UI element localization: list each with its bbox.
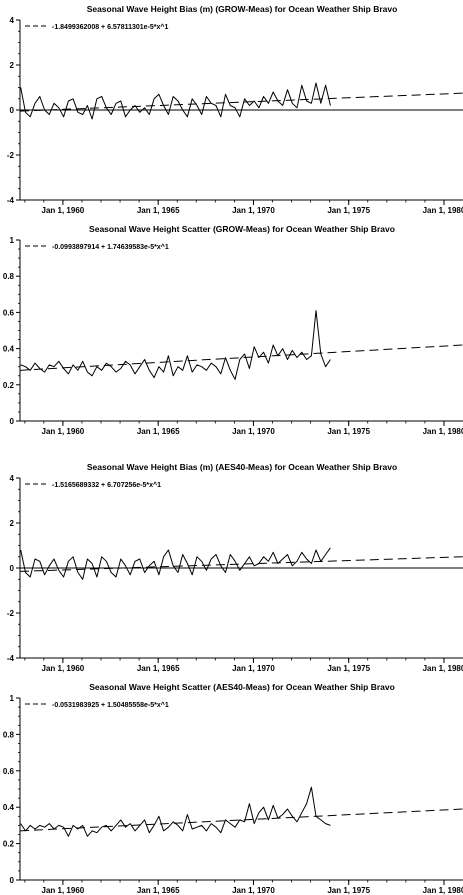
- trend-line: [19, 556, 463, 572]
- x-tick-label: Jan 1, 1975: [327, 206, 370, 215]
- x-tick-label: Jan 1, 1970: [232, 886, 275, 895]
- chart-panel-1: Seasonal Wave Height Bias (m) (GROW-Meas…: [7, 4, 463, 215]
- legend: -0.0531983925 + 1.50485558e-5*x^1: [25, 701, 169, 709]
- legend-label: -0.0531983925 + 1.50485558e-5*x^1: [52, 701, 169, 709]
- x-tick-label: Jan 1, 1960: [42, 886, 85, 895]
- y-tick-label: 2: [10, 61, 15, 70]
- y-tick-label: 0.8: [3, 730, 15, 739]
- x-tick-label: Jan 1, 1975: [327, 427, 370, 436]
- x-tick-label: Jan 1, 1980: [423, 664, 463, 673]
- x-tick-label: Jan 1, 1980: [423, 427, 463, 436]
- chart-title: Seasonal Wave Height Bias (m) (AES40-Mea…: [87, 462, 397, 472]
- x-tick-label: Jan 1, 1965: [137, 427, 180, 436]
- series-line: [20, 310, 331, 380]
- y-tick-label: 1: [10, 694, 15, 703]
- y-tick-label: -2: [7, 151, 15, 160]
- y-tick-label: 0.4: [3, 345, 15, 354]
- x-tick-label: Jan 1, 1965: [137, 664, 180, 673]
- chart-title: Seasonal Wave Height Scatter (AES40-Meas…: [89, 682, 395, 692]
- x-tick-label: Jan 1, 1965: [137, 206, 180, 215]
- y-tick-label: 0.2: [3, 840, 15, 849]
- y-tick-label: 1: [10, 236, 15, 245]
- y-tick-label: 4: [10, 474, 15, 483]
- x-tick-label: Jan 1, 1970: [232, 206, 275, 215]
- x-tick-label: Jan 1, 1965: [137, 886, 180, 895]
- chart-title: Seasonal Wave Height Scatter (GROW-Meas)…: [89, 224, 395, 234]
- x-tick-label: Jan 1, 1970: [232, 427, 275, 436]
- chart-panel-4: Seasonal Wave Height Scatter (AES40-Meas…: [3, 682, 463, 895]
- y-tick-label: 0.8: [3, 272, 15, 281]
- x-tick-label: Jan 1, 1980: [423, 886, 463, 895]
- x-tick-label: Jan 1, 1975: [327, 886, 370, 895]
- legend-label: -0.0993897914 + 1.74639583e-5*x^1: [52, 243, 169, 251]
- legend: -1.5165689332 + 6.707256e-5*x^1: [25, 481, 161, 489]
- x-tick-label: Jan 1, 1970: [232, 664, 275, 673]
- legend-label: -1.8499362008 + 6.57811301e-5*x^1: [52, 23, 168, 31]
- y-tick-label: 4: [10, 16, 15, 25]
- legend-label: -1.5165689332 + 6.707256e-5*x^1: [52, 481, 161, 489]
- series-line: [20, 82, 331, 120]
- x-tick-label: Jan 1, 1980: [423, 206, 463, 215]
- y-tick-label: -2: [7, 609, 15, 618]
- x-tick-label: Jan 1, 1960: [42, 206, 85, 215]
- y-tick-label: 0.2: [3, 381, 15, 390]
- legend: -0.0993897914 + 1.74639583e-5*x^1: [25, 243, 169, 251]
- legend: -1.8499362008 + 6.57811301e-5*x^1: [25, 23, 168, 31]
- trend-line: [19, 92, 463, 112]
- x-tick-label: Jan 1, 1975: [327, 664, 370, 673]
- x-tick-label: Jan 1, 1960: [42, 427, 85, 436]
- trend-line: [19, 344, 463, 371]
- y-tick-label: -4: [7, 196, 15, 205]
- y-tick-label: 0: [10, 106, 15, 115]
- y-tick-label: 0.4: [3, 803, 15, 812]
- series-line: [20, 547, 331, 580]
- y-tick-label: 0: [10, 417, 15, 426]
- y-tick-label: -4: [7, 654, 15, 663]
- chart-title: Seasonal Wave Height Bias (m) (GROW-Meas…: [87, 4, 398, 14]
- y-tick-label: 0: [10, 876, 15, 885]
- x-tick-label: Jan 1, 1960: [42, 664, 85, 673]
- trend-line: [19, 808, 463, 832]
- chart-panel-3: Seasonal Wave Height Bias (m) (AES40-Mea…: [7, 462, 463, 673]
- y-tick-label: 2: [10, 519, 15, 528]
- y-tick-label: 0: [10, 564, 15, 573]
- y-tick-label: 0.6: [3, 308, 15, 317]
- chart-panel-2: Seasonal Wave Height Scatter (GROW-Meas)…: [3, 224, 463, 436]
- y-tick-label: 0.6: [3, 767, 15, 776]
